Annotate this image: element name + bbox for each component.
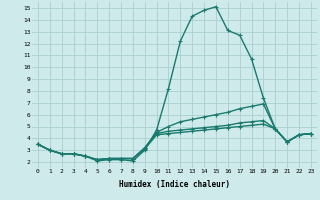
X-axis label: Humidex (Indice chaleur): Humidex (Indice chaleur): [119, 180, 230, 189]
